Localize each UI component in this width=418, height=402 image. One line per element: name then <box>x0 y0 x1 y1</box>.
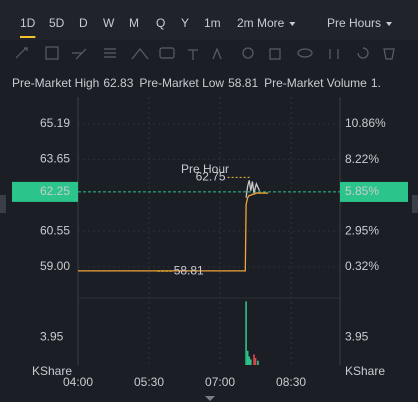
side-handle[interactable] <box>0 195 6 213</box>
y-tick-label: 63.65 <box>40 152 70 166</box>
tool-icon[interactable] <box>188 49 198 60</box>
last-change-box <box>340 181 408 202</box>
x-tick-label: 05:30 <box>134 375 164 389</box>
tab[interactable]: D <box>79 16 88 30</box>
y-tick-label: 59.00 <box>40 259 70 273</box>
tab[interactable]: Y <box>181 16 189 30</box>
volume-bar <box>245 301 247 365</box>
dropdown-caret <box>386 22 393 26</box>
tab-bar <box>0 0 418 40</box>
expand-handle[interactable] <box>205 396 215 401</box>
tab[interactable]: 1D <box>20 16 36 30</box>
side-handle[interactable] <box>412 195 418 213</box>
tab[interactable]: M <box>129 16 139 30</box>
y-tick-label: 60.55 <box>40 223 70 237</box>
last-price-box <box>12 181 78 202</box>
y2-axis-label: KShare <box>345 364 385 378</box>
tool-icon[interactable] <box>212 47 222 60</box>
tab[interactable]: W <box>103 16 115 30</box>
annotation: 62.75 <box>196 170 226 184</box>
y-tick-label: 65.19 <box>40 116 70 130</box>
stat-label: Pre-Market Low <box>139 76 224 90</box>
tab[interactable]: Pre Hours <box>327 16 381 30</box>
tool-icon[interactable] <box>242 47 254 59</box>
stat-value: 1. <box>371 76 381 90</box>
tool-bar <box>15 46 395 60</box>
tool-icon[interactable] <box>131 48 149 60</box>
price-line <box>245 180 261 198</box>
tool-icon[interactable] <box>297 48 313 58</box>
last-price-label: 62.25 <box>40 184 70 198</box>
y2-tick-label: 0.32% <box>345 259 379 273</box>
volume-bar <box>253 354 255 365</box>
volume-bar <box>250 359 252 365</box>
tool-icon[interactable] <box>357 47 369 59</box>
tool-icon[interactable] <box>383 48 395 60</box>
stat-value: 58.81 <box>228 76 258 90</box>
tool-icon[interactable] <box>104 48 116 58</box>
x-tick-label: 08:30 <box>276 375 306 389</box>
dropdown-caret <box>289 22 296 26</box>
stat-value: 62.83 <box>103 76 133 90</box>
annotation: 58.81 <box>174 263 204 277</box>
y2-tick-label: 2.95% <box>345 223 379 237</box>
stat-label: Pre-Market High <box>12 76 99 90</box>
tab[interactable]: 5D <box>49 16 65 30</box>
watermark: Pre Hour <box>181 162 229 176</box>
tab-underline <box>20 36 36 38</box>
x-tick-label: 07:00 <box>205 375 235 389</box>
tool-icon[interactable] <box>45 46 59 60</box>
last-change-label: 5.85% <box>345 184 379 198</box>
y-axis-label: KShare <box>32 364 72 378</box>
tab[interactable]: 1m <box>204 16 221 30</box>
tool-icon[interactable] <box>72 48 87 60</box>
y-tick-label: 3.95 <box>40 329 64 343</box>
tab[interactable]: Q <box>156 16 165 30</box>
tool-icon[interactable] <box>269 48 281 60</box>
y2-tick-label: 3.95 <box>345 329 369 343</box>
y2-tick-label: 10.86% <box>345 116 386 130</box>
volume-bar <box>254 357 257 365</box>
tool-icon[interactable] <box>329 49 339 59</box>
x-tick-label: 04:00 <box>63 375 93 389</box>
stat-label: Pre-Market Volume <box>264 76 367 90</box>
tool-icon[interactable] <box>159 47 175 59</box>
volume-bar <box>248 356 251 365</box>
tool-icon[interactable] <box>15 47 28 59</box>
volume-bar <box>257 360 259 365</box>
volume-bar <box>246 350 249 365</box>
tab[interactable]: 2m More <box>237 16 285 30</box>
price-line <box>78 192 269 272</box>
y2-tick-label: 8.22% <box>345 152 379 166</box>
